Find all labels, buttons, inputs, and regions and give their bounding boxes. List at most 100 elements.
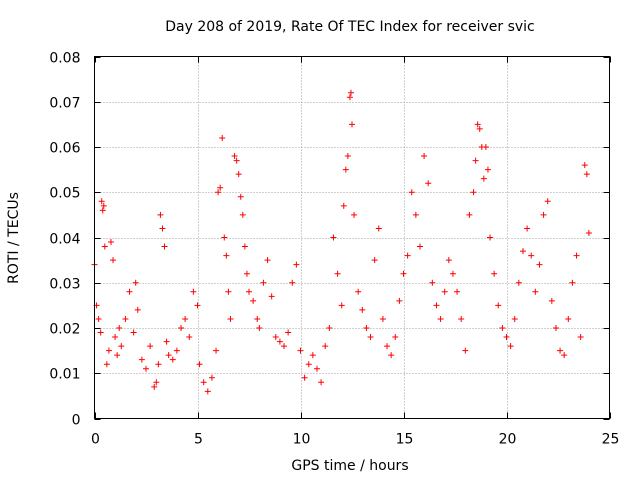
data-point [208,374,215,381]
y-tick-label: 0.07 [49,96,80,112]
data-point [225,288,232,295]
data-point [138,356,145,363]
data-point [239,211,246,218]
data-point [305,361,312,368]
data-point [400,270,407,277]
data-point [561,352,568,359]
data-point [112,334,119,341]
data-point [474,121,481,128]
data-point [182,315,189,322]
y-tick-label: 0.01 [49,367,80,383]
data-point [375,225,382,232]
axis-ticks [94,56,611,420]
data-point [97,329,104,336]
data-point [159,225,166,232]
data-point [421,153,428,160]
data-point [241,243,248,250]
x-tick-label: 20 [499,432,517,448]
data-point [130,329,137,336]
data-point [491,270,498,277]
data-point [186,334,193,341]
y-axis-title: ROTI / TECUs [6,192,22,284]
data-point [163,338,170,345]
data-point [103,361,110,368]
data-point [107,239,114,246]
data-point [272,334,279,341]
data-point [351,211,358,218]
data-point [396,297,403,304]
data-point [557,347,564,354]
x-tick-label: 10 [293,432,311,448]
data-point [98,198,105,205]
data-point [276,338,283,345]
data-point [134,306,141,313]
data-point [470,189,477,196]
data-point [540,211,547,218]
data-point [223,252,230,259]
data-point [237,193,244,200]
data-point [105,347,112,354]
data-point [204,388,211,395]
data-point [153,379,160,386]
data-point [326,325,333,331]
data-point [388,352,395,359]
data-point [338,302,345,309]
data-point [565,315,572,322]
data-point [466,211,473,218]
data-point [355,288,362,295]
data-point [359,306,366,313]
data-point [585,229,592,236]
data-point [309,352,316,359]
data-point [161,243,168,250]
x-tick-label: 15 [396,432,414,448]
data-point [293,261,300,268]
data-point [462,347,469,354]
x-tick-label: 0 [91,432,100,448]
y-tick-label: 0.03 [49,277,80,293]
data-point [147,343,154,350]
data-point [260,279,267,286]
x-tick-label: 25 [602,432,620,448]
data-point [157,211,164,218]
data-point [507,343,514,350]
data-point [100,202,107,209]
data-point [281,343,288,350]
data-point [99,207,106,214]
data-point [95,315,102,322]
data-point [536,261,543,268]
data-point [454,288,461,295]
data-point [344,153,351,160]
data-point [219,134,226,141]
data-point [392,334,399,341]
data-points [91,89,592,395]
grid [94,56,610,419]
data-point [322,343,329,350]
data-point [250,297,257,304]
data-point [515,279,522,286]
data-point [178,325,185,331]
data-point [532,288,539,295]
data-point [363,325,370,331]
data-point [425,180,432,187]
y-tick-label: 0 [72,413,81,429]
data-point [569,279,576,286]
data-point [227,315,234,322]
data-point [503,334,510,341]
data-point [519,248,526,255]
data-point [416,243,423,250]
data-point [346,94,353,101]
y-tick-label: 0.08 [49,51,80,67]
data-point [437,315,444,322]
data-point [217,184,224,191]
data-point [484,166,491,173]
data-point [246,288,252,295]
data-point [334,270,341,277]
data-point [256,325,263,331]
data-point [200,379,207,386]
data-point [573,252,580,259]
data-point [196,361,203,368]
data-point [340,202,347,209]
data-point [384,343,391,350]
data-point [528,252,535,259]
data-point [243,270,250,277]
